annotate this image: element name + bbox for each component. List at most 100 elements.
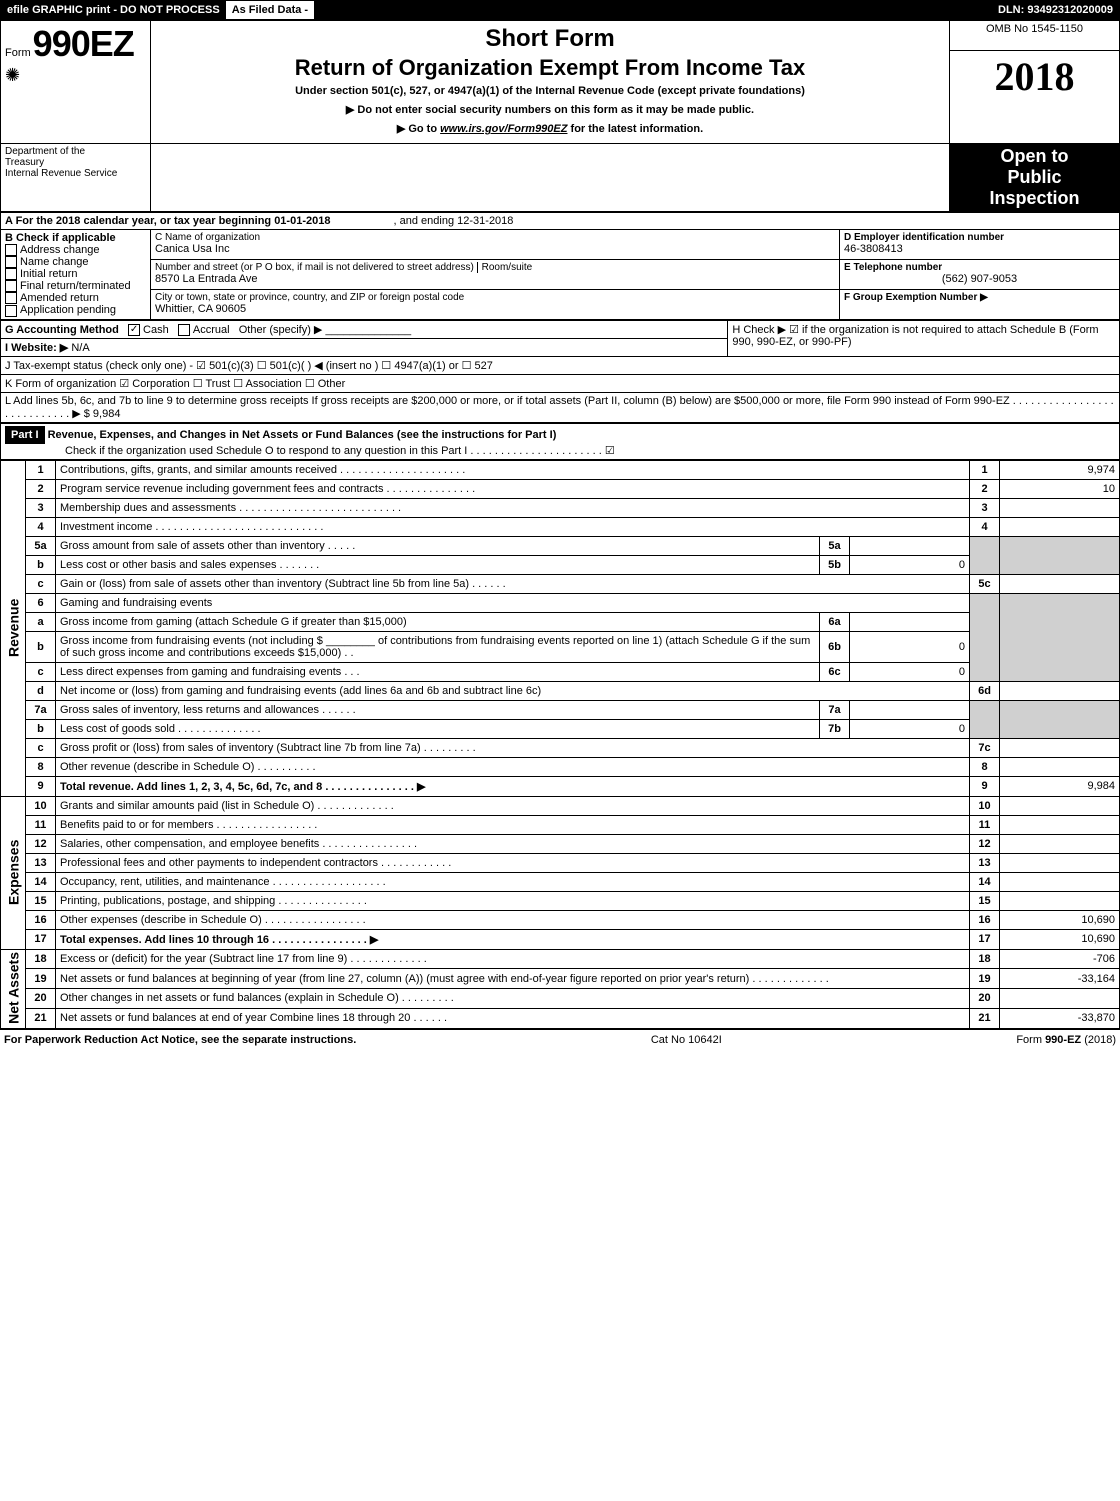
under-section: Under section 501(c), 527, or 4947(a)(1)… <box>155 85 945 97</box>
sec-a-ending: , and ending 12-31-2018 <box>394 215 514 227</box>
sec-f-label: F Group Exemption Number ▶ <box>844 292 1115 303</box>
line-ref: 12 <box>970 834 1000 853</box>
checkbox-cash[interactable]: ✓Cash <box>128 324 169 336</box>
sec-h-label: H Check ▶ ☑ if the organization is not r… <box>728 320 1120 356</box>
line-amt <box>1000 681 1120 700</box>
line-num: 3 <box>26 498 56 517</box>
line-amt <box>1000 796 1120 815</box>
line-ref: 14 <box>970 872 1000 891</box>
sub-ref: 5b <box>820 555 850 574</box>
line-amt <box>1000 853 1120 872</box>
shade-cell <box>970 536 1000 574</box>
line-num: b <box>26 631 56 662</box>
sec-g-label: G Accounting Method <box>5 324 119 336</box>
line-num: 12 <box>26 834 56 853</box>
line-amt: 9,974 <box>1000 460 1120 479</box>
line-num: 20 <box>26 989 56 1009</box>
checkbox-amended[interactable]: Amended return <box>5 292 146 304</box>
org-name: Canica Usa Inc <box>155 243 835 255</box>
checkbox-name[interactable]: Name change <box>5 256 146 268</box>
line-desc: Benefits paid to or for members . . . . … <box>56 815 970 834</box>
line-num: 4 <box>26 517 56 536</box>
line-amt <box>1000 757 1120 776</box>
line-amt <box>1000 815 1120 834</box>
line-desc: Total expenses. Add lines 10 through 16 … <box>56 929 970 949</box>
page-footer: For Paperwork Reduction Act Notice, see … <box>0 1029 1120 1050</box>
line-num: 6 <box>26 593 56 612</box>
line-amt: -33,164 <box>1000 969 1120 989</box>
city-label: City or town, state or province, country… <box>155 292 835 303</box>
checkbox-initial[interactable]: Initial return <box>5 268 146 280</box>
sub-ref: 7a <box>820 700 850 719</box>
line-desc: Less cost of goods sold . . . . . . . . … <box>56 719 820 738</box>
form-ref: Form 990-EZ (2018) <box>1016 1034 1116 1046</box>
checkbox-pending[interactable]: Application pending <box>5 304 146 316</box>
line-desc: Total revenue. Add lines 1, 2, 3, 4, 5c,… <box>56 776 970 796</box>
addr-value: 8570 La Entrada Ave <box>155 273 835 285</box>
line-desc: Other changes in net assets or fund bala… <box>56 989 970 1009</box>
website-value: N/A <box>71 342 89 354</box>
as-filed-label: As Filed Data - <box>226 1 314 19</box>
open-to-public: Open toPublicInspection <box>950 144 1120 212</box>
sub-amt: 0 <box>850 555 970 574</box>
efile-label: efile GRAPHIC print - DO NOT PROCESS <box>1 1 226 19</box>
return-title: Return of Organization Exempt From Incom… <box>155 55 945 81</box>
ssn-notice: ▶ Do not enter social security numbers o… <box>155 103 945 116</box>
line-amt <box>1000 989 1120 1009</box>
checkbox-accrual[interactable]: Accrual <box>178 324 230 336</box>
sub-ref: 6a <box>820 612 850 631</box>
checkbox-address[interactable]: Address change <box>5 244 146 256</box>
line-num: b <box>26 555 56 574</box>
line-amt: 9,984 <box>1000 776 1120 796</box>
gh-table: G Accounting Method ✓Cash Accrual Other … <box>0 320 1120 423</box>
entity-info-table: A For the 2018 calendar year, or tax yea… <box>0 212 1120 320</box>
line-ref: 13 <box>970 853 1000 872</box>
line-desc: Net income or (loss) from gaming and fun… <box>56 681 970 700</box>
ein-value: 46-3808413 <box>844 243 1115 255</box>
checkbox-final[interactable]: Final return/terminated <box>5 280 146 292</box>
line-desc: Less direct expenses from gaming and fun… <box>56 662 820 681</box>
sub-amt: 0 <box>850 631 970 662</box>
line-num: 16 <box>26 910 56 929</box>
line-ref: 9 <box>970 776 1000 796</box>
line-amt <box>1000 738 1120 757</box>
shade-cell <box>1000 593 1120 681</box>
line-desc: Other expenses (describe in Schedule O) … <box>56 910 970 929</box>
line-desc: Gaming and fundraising events <box>56 593 970 612</box>
line-num: c <box>26 662 56 681</box>
line-num: 14 <box>26 872 56 891</box>
line-num: 5a <box>26 536 56 555</box>
line-amt: 10 <box>1000 479 1120 498</box>
goto-link[interactable]: ▶ Go to www.irs.gov/Form990EZ for the la… <box>155 122 945 135</box>
line-ref: 20 <box>970 989 1000 1009</box>
revenue-label: Revenue <box>1 460 26 796</box>
line-amt: 10,690 <box>1000 910 1120 929</box>
line-desc: Membership dues and assessments . . . . … <box>56 498 970 517</box>
expenses-label: Expenses <box>1 796 26 949</box>
line-ref: 16 <box>970 910 1000 929</box>
department-label: Department of theTreasuryInternal Revenu… <box>1 144 151 212</box>
line-desc: Net assets or fund balances at end of ye… <box>56 1008 970 1028</box>
part1-header: Part I Revenue, Expenses, and Changes in… <box>0 423 1120 460</box>
line-desc: Investment income . . . . . . . . . . . … <box>56 517 970 536</box>
sec-j-label: J Tax-exempt status (check only one) - ☑… <box>1 356 1120 374</box>
line-ref: 19 <box>970 969 1000 989</box>
line-num: d <box>26 681 56 700</box>
line-amt: 10,690 <box>1000 929 1120 949</box>
line-num: 8 <box>26 757 56 776</box>
line-desc: Gross sales of inventory, less returns a… <box>56 700 820 719</box>
shade-cell <box>970 593 1000 681</box>
other-specify[interactable]: Other (specify) ▶ <box>239 324 323 336</box>
line-num: 13 <box>26 853 56 872</box>
line-amt <box>1000 517 1120 536</box>
line-amt: -706 <box>1000 949 1120 969</box>
line-ref: 7c <box>970 738 1000 757</box>
line-num: a <box>26 612 56 631</box>
cat-no: Cat No 10642I <box>651 1034 722 1046</box>
line-num: c <box>26 738 56 757</box>
line-ref: 4 <box>970 517 1000 536</box>
sub-amt: 0 <box>850 719 970 738</box>
form-number: Form 990EZ <box>5 23 146 65</box>
line-ref: 21 <box>970 1008 1000 1028</box>
line-num: 15 <box>26 891 56 910</box>
